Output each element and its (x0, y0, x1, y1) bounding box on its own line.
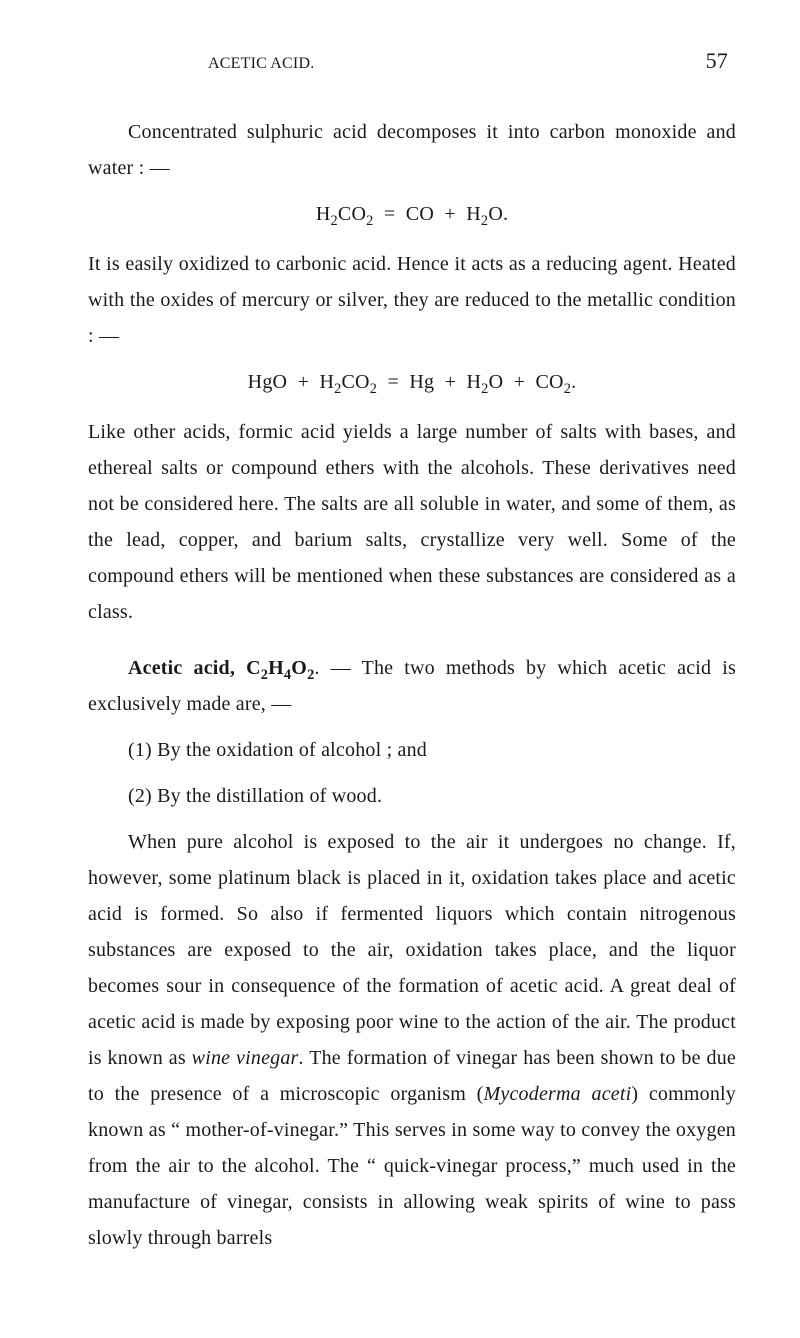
p5a: When pure alcohol is exposed to the air … (88, 831, 736, 1069)
list-item-1: (1) By the oxidation of alcohol ; and (88, 732, 736, 768)
eq2-h2: H (467, 371, 482, 393)
eq2-h: H (319, 371, 334, 393)
eq2-o: O (489, 371, 504, 393)
paragraph-when-pure: When pure alcohol is exposed to the air … (88, 824, 736, 1256)
acetic-H: H (268, 657, 284, 679)
acetic-sub-2a: 2 (261, 667, 268, 683)
page: ACETIC ACID. 57 Concentrated sulphuric a… (0, 0, 800, 1338)
eq1-lhs-h: H (316, 203, 331, 225)
eq1-rhs-co: CO (406, 203, 434, 225)
eq2-co2: CO (536, 371, 564, 393)
running-title: ACETIC ACID. (208, 55, 314, 73)
page-number: 57 (706, 48, 728, 74)
list-item-2: (2) By the distillation of wood. (88, 778, 736, 814)
eq1-rhs-h: H (466, 203, 481, 225)
acetic-O: O (291, 657, 307, 679)
equation-2: HgO + H2CO2 = Hg + H2O + CO2. (88, 364, 736, 400)
mycoderma-italic: Mycoderma aceti (484, 1083, 632, 1105)
eq2-sub-2c: 2 (481, 381, 488, 397)
eq2-co: CO (342, 371, 370, 393)
eq2-hgo: HgO (248, 371, 288, 393)
running-header: ACETIC ACID. 57 (88, 48, 736, 74)
eq2-sub-2b: 2 (370, 381, 377, 397)
acetic-heading-bold: Acetic acid, C2H4O2 (128, 657, 314, 679)
p5c: ) commonly known as “ mother-of-vinegar.… (88, 1083, 736, 1249)
eq2-hg: Hg (409, 371, 434, 393)
eq2-sub-2d: 2 (564, 381, 571, 397)
wine-vinegar-italic: wine vinegar (192, 1047, 299, 1069)
eq1-sub-2b: 2 (366, 213, 373, 229)
eq1-rhs-o: O. (488, 203, 508, 225)
paragraph-like-other-acids: Like other acids, formic acid yields a l… (88, 414, 736, 630)
acetic-heading-text: Acetic acid, C (128, 657, 261, 679)
equation-1: H2CO2 = CO + H2O. (88, 196, 736, 232)
eq1-sub-2a: 2 (331, 213, 338, 229)
eq2-sub-2a: 2 (334, 381, 341, 397)
paragraph-oxidized: It is easily oxidized to carbonic acid. … (88, 246, 736, 354)
section-gap (88, 640, 736, 650)
paragraph-acetic-heading: Acetic acid, C2H4O2. — The two methods b… (88, 650, 736, 722)
eq1-lhs-co: CO (338, 203, 366, 225)
paragraph-intro: Concentrated sulphuric acid decomposes i… (88, 114, 736, 186)
